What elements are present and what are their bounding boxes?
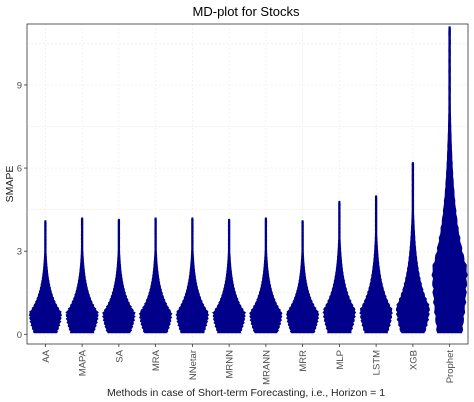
violin-mapa <box>65 217 99 334</box>
violin-mrr <box>285 220 320 334</box>
violin-mlp <box>322 200 357 334</box>
x-axis-ticks: AA MAPA SA MRA NNetar MRNN MRANN MRR MLP LSTM XGB P… <box>41 344 456 385</box>
x-tick-label-mapa: MAPA <box>78 349 89 376</box>
violin-aa <box>28 220 62 334</box>
violin-lstm <box>359 195 393 334</box>
y-axis-title: SMAPE <box>4 166 16 203</box>
y-tick-label: 3 <box>17 247 22 258</box>
violin-marks <box>28 26 468 334</box>
violin-mrnn <box>211 218 247 334</box>
chart-title: MD-plot for Stocks <box>193 4 300 19</box>
y-tick-label: 9 <box>17 80 22 91</box>
x-tick-label-prophet: Prophet <box>445 350 456 384</box>
violin-mra <box>138 217 173 334</box>
x-tick-label-lstm: LSTM <box>372 350 383 375</box>
y-axis-ticks: 0 3 6 9 <box>17 80 27 341</box>
y-tick-label: 6 <box>17 164 22 175</box>
x-tick-label-mrr: MRR <box>298 350 309 372</box>
x-tick-label-mrnn: MRNN <box>225 350 236 379</box>
violin-nnetar <box>175 217 210 334</box>
violin-mrann <box>249 217 283 334</box>
violin-prophet <box>431 26 468 334</box>
x-tick-label-mra: MRA <box>151 349 162 371</box>
x-tick-label-aa: AA <box>41 349 52 362</box>
y-tick-label: 0 <box>17 330 22 341</box>
x-tick-label-nnetar: NNetar <box>188 350 199 380</box>
violin-sa <box>102 218 136 334</box>
x-tick-label-mrann: MRANN <box>261 350 272 385</box>
panel-border <box>26 23 469 345</box>
violin-xgb <box>395 162 430 334</box>
x-tick-label-xgb: XGB <box>408 350 419 370</box>
x-tick-label-mlp: MLP <box>335 350 346 370</box>
x-axis-title: Methods in case of Short-term Forecastin… <box>107 387 385 399</box>
x-tick-label-sa: SA <box>114 349 125 362</box>
